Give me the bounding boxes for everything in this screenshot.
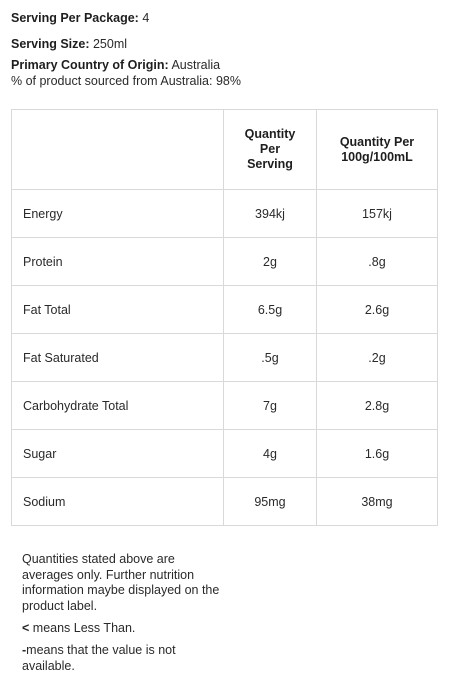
nutrient-name: Energy (11, 189, 224, 238)
per-serving-value: 4g (223, 429, 317, 478)
header-per-100-text: Quantity Per 100g/100mL (339, 134, 415, 164)
table-row: Carbohydrate Total 7g 2.8g (11, 381, 438, 430)
per-serving-value: 6.5g (223, 285, 317, 334)
per-100-value: 157kj (316, 189, 438, 238)
per-100-value: 2.8g (316, 381, 438, 430)
nutrition-table: Quantity Per Serving Quantity Per 100g/1… (11, 109, 438, 526)
country-of-origin-value: Australia (168, 58, 221, 72)
table-row: Fat Total 6.5g 2.6g (11, 285, 438, 334)
dash-symbol: - (22, 643, 27, 657)
sourced-percentage: % of product sourced from Australia: 98% (11, 74, 241, 88)
less-than-symbol: < (22, 621, 30, 635)
nutrient-name: Fat Saturated (11, 333, 224, 382)
table-row: Sodium 95mg 38mg (11, 477, 438, 526)
nutrient-name: Protein (11, 237, 224, 286)
serving-size-value: 250ml (89, 37, 128, 51)
table-header-row: Quantity Per Serving Quantity Per 100g/1… (11, 109, 438, 190)
table-row: Fat Saturated .5g .2g (11, 333, 438, 382)
per-serving-value: 7g (223, 381, 317, 430)
header-per-100: Quantity Per 100g/100mL (316, 109, 438, 190)
per-100-value: 38mg (316, 477, 438, 526)
per-100-value: 1.6g (316, 429, 438, 478)
table-row: Energy 394kj 157kj (11, 189, 438, 238)
not-available-note: -means that the value is not available. (22, 643, 222, 674)
nutrient-name: Fat Total (11, 285, 224, 334)
less-than-text: means Less Than. (29, 621, 136, 635)
header-per-serving-text: Quantity Per Serving (244, 127, 296, 171)
serving-per-package: Serving Per Package: 4 (11, 10, 149, 26)
dash-text: means that the value is not available. (22, 643, 176, 673)
serving-per-package-value: 4 (138, 11, 150, 25)
header-nutrient (11, 109, 224, 190)
serving-size: Serving Size: 250ml (11, 36, 127, 52)
table-row: Protein 2g .8g (11, 237, 438, 286)
serving-per-package-label: Serving Per Package: (11, 11, 139, 25)
nutrient-name: Sodium (11, 477, 224, 526)
per-serving-value: 95mg (223, 477, 317, 526)
serving-size-label: Serving Size: (11, 37, 90, 51)
per-100-value: .8g (316, 237, 438, 286)
per-serving-value: .5g (223, 333, 317, 382)
disclaimer-note: Quantities stated above are averages onl… (22, 552, 220, 613)
per-100-value: 2.6g (316, 285, 438, 334)
per-serving-value: 2g (223, 237, 317, 286)
table-row: Sugar 4g 1.6g (11, 429, 438, 478)
country-of-origin: Primary Country of Origin: Australia (11, 57, 220, 73)
less-than-note: < means Less Than. (22, 621, 222, 637)
country-of-origin-label: Primary Country of Origin: (11, 58, 169, 72)
nutrient-name: Carbohydrate Total (11, 381, 224, 430)
header-per-serving: Quantity Per Serving (223, 109, 317, 190)
nutrient-name: Sugar (11, 429, 224, 478)
per-serving-value: 394kj (223, 189, 317, 238)
per-100-value: .2g (316, 333, 438, 382)
